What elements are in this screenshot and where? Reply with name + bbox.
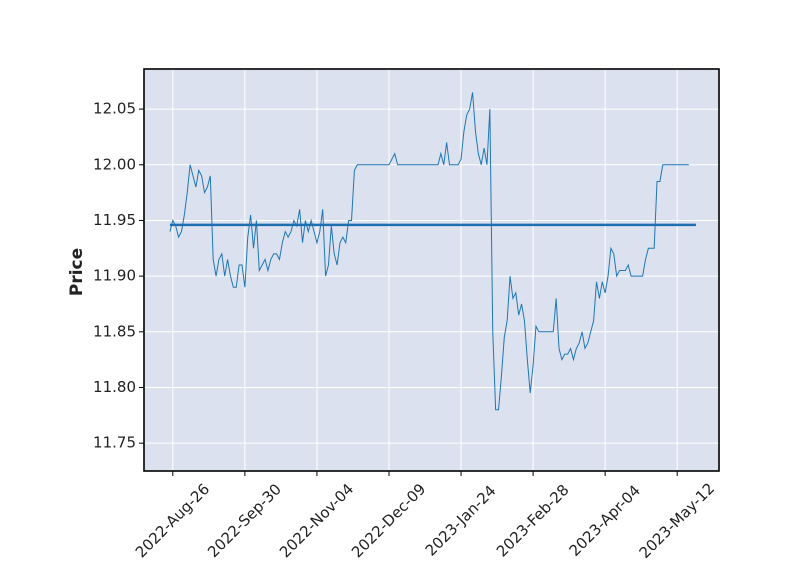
x-tick-label: 2023-Apr-04 xyxy=(566,481,644,559)
y-tick-label: 11.85 xyxy=(93,322,136,340)
plot-frame xyxy=(143,68,720,472)
x-tick-label: 2023-Feb-28 xyxy=(493,481,573,561)
x-tick-label: 2022-Nov-04 xyxy=(276,480,357,561)
x-tick-label: 2022-Aug-26 xyxy=(132,480,213,561)
price-line xyxy=(169,92,689,411)
y-tick-label: 11.95 xyxy=(93,211,136,229)
x-tick-label: 2023-Jan-24 xyxy=(422,482,500,560)
y-axis-label: Price xyxy=(67,248,87,296)
y-tick-label: 11.80 xyxy=(93,378,136,396)
x-tick-label: 2022-Dec-09 xyxy=(348,480,429,561)
x-tick-label: 2023-May-12 xyxy=(636,479,719,562)
y-tick-label: 11.90 xyxy=(93,267,136,285)
y-tick-label: 11.75 xyxy=(93,434,136,452)
plot-area xyxy=(144,69,719,471)
y-tick-label: 12.05 xyxy=(93,100,136,118)
y-tick-label: 12.00 xyxy=(93,155,136,173)
x-tick-label: 2022-Sep-30 xyxy=(204,480,285,561)
